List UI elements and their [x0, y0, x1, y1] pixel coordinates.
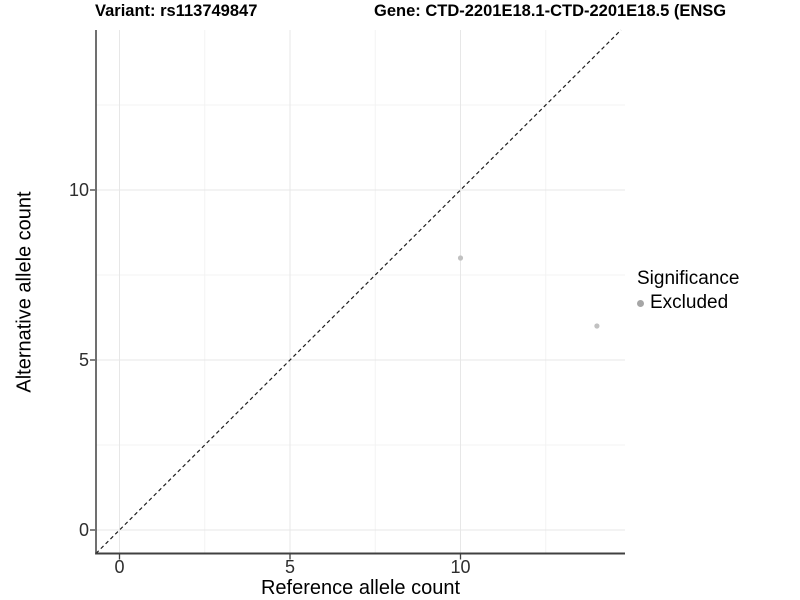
data-point	[594, 323, 600, 329]
x-tick-label: 5	[284, 557, 295, 577]
x-tick-label: 0	[114, 557, 125, 577]
x-tick-label: 10	[450, 557, 471, 577]
y-tick-label: 0	[78, 520, 89, 540]
plot-title-variant: Variant: rs113749847	[95, 2, 258, 20]
x-axis-title: Reference allele count	[260, 577, 460, 599]
legend-title: Significance	[637, 268, 740, 289]
identity-dashed-line	[95, 29, 622, 554]
legend-entry-label: Excluded	[650, 292, 729, 313]
data-point	[457, 255, 464, 261]
legend-key-dot-icon	[637, 299, 644, 307]
legend-entry-excluded: Excluded	[637, 292, 739, 314]
plot-title-gene: Gene: CTD-2201E18.1-CTD-2201E18.5 (ENSG	[374, 2, 727, 20]
y-axis-title: Alternative allele count	[13, 191, 36, 393]
legend: Significance Excluded	[637, 267, 739, 314]
y-tick-label: 10	[68, 180, 89, 200]
y-tick-label: 5	[78, 350, 89, 370]
